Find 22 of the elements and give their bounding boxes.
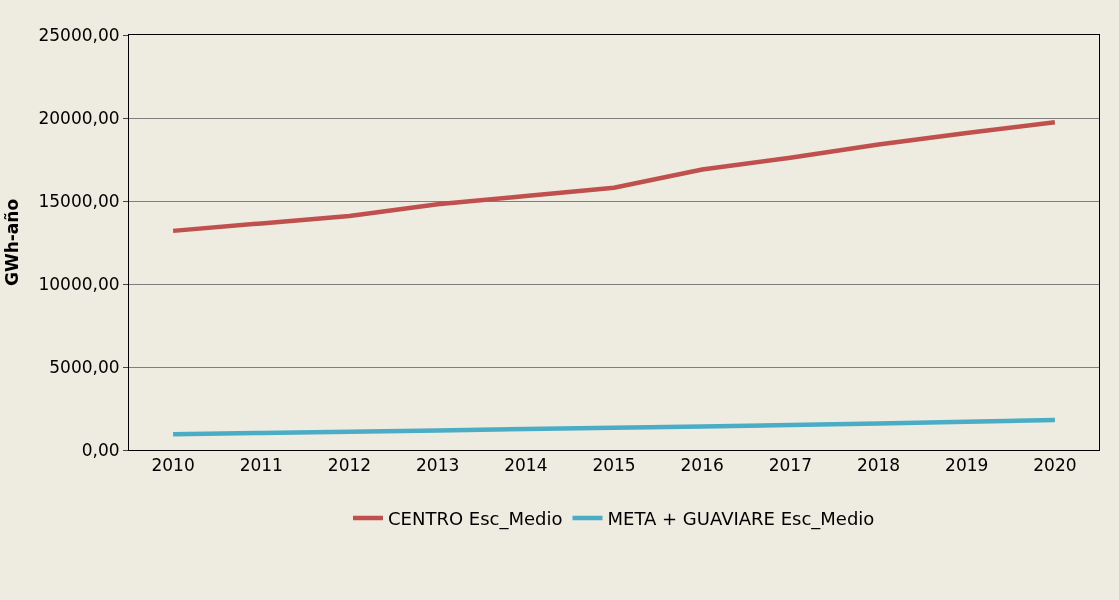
x-tick-label: 2010 xyxy=(151,455,195,476)
line-series xyxy=(170,417,1058,437)
x-tick-label: 2011 xyxy=(239,455,283,476)
y-tick-label: 15000,00 xyxy=(38,190,120,211)
x-tick-label: 2016 xyxy=(680,455,724,476)
x-tick-label: 2014 xyxy=(504,455,548,476)
x-tick-label: 2017 xyxy=(768,455,812,476)
legend-label: META + GUAVIARE Esc_Medio xyxy=(607,508,875,531)
x-tick-label: 2018 xyxy=(856,455,901,476)
x-tick-label: 2019 xyxy=(945,455,989,476)
x-tick-label: 2012 xyxy=(327,455,372,476)
y-tick-label: 5000,00 xyxy=(49,356,120,377)
x-tick-label: 2013 xyxy=(416,455,460,476)
x-tick-label: 2020 xyxy=(1033,455,1077,476)
y-axis-title: GWh-año xyxy=(2,198,23,287)
legend-label: CENTRO Esc_Medio xyxy=(388,508,563,531)
y-tick-label: 25000,00 xyxy=(38,24,120,45)
line-series xyxy=(170,119,1058,234)
y-tick-label: 10000,00 xyxy=(38,273,120,294)
y-tick-label: 0,00 xyxy=(81,439,120,460)
x-tick-label: 2015 xyxy=(592,455,636,476)
y-tick-label: 20000,00 xyxy=(38,107,120,128)
